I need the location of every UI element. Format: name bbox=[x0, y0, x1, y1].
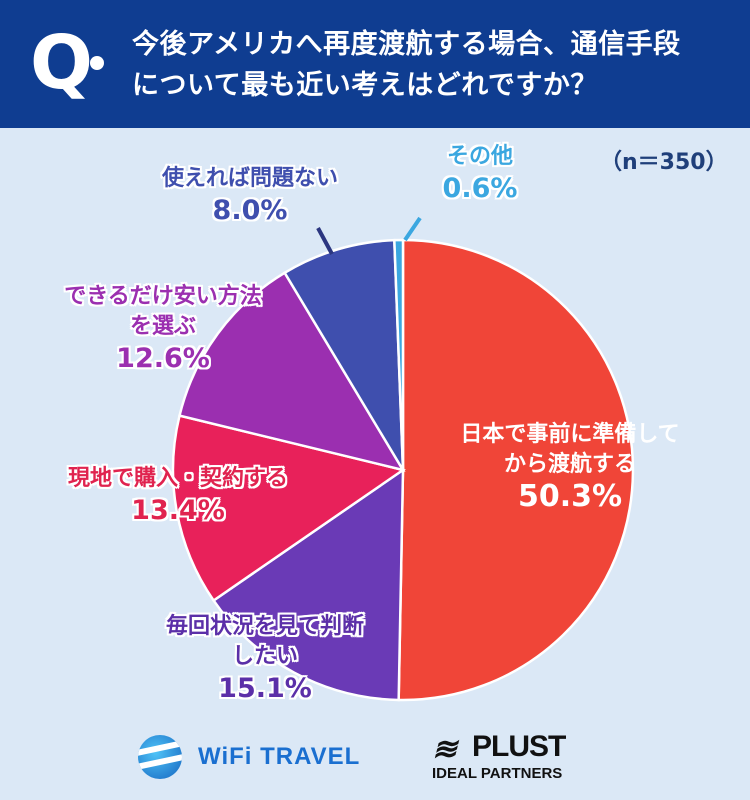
sample-size: （n＝350） bbox=[600, 150, 728, 175]
label-buy-pct: 13.4% bbox=[131, 495, 225, 526]
slice-prepare-in-japan bbox=[397, 238, 635, 702]
question-line-2: について最も近い考えはどれですか？ bbox=[132, 70, 598, 101]
label-no-problem: 使えれば問題ない 8.0% bbox=[130, 164, 370, 228]
wifi-travel-text: WiFi TRAVEL bbox=[198, 743, 361, 770]
plust-subtitle: IDEAL PARTNERS bbox=[432, 765, 563, 782]
slice-decide-each-time bbox=[211, 467, 405, 702]
label-other-line-1: その他 bbox=[446, 144, 513, 169]
label-cheapest-line-1: できるだけ安い方法 bbox=[64, 284, 262, 309]
slice-cheapest-method bbox=[178, 271, 406, 472]
label-prepare-line-1: 日本で事前に準備して bbox=[460, 422, 680, 447]
wifi-travel-logo: WiFi TRAVEL bbox=[138, 734, 360, 780]
label-prepare-pct: 50.3% bbox=[517, 479, 623, 514]
label-cheapest-method: できるだけ安い方法 を選ぶ 12.6% bbox=[18, 282, 308, 376]
globe-icon bbox=[138, 735, 182, 779]
label-decide-line-1: 毎回状況を見て判断 bbox=[165, 614, 364, 639]
plust-logo: ≋ PLUST IDEAL PARTNERS bbox=[432, 730, 602, 786]
label-prepare-line-2: から渡航する bbox=[503, 452, 636, 477]
slice-no-problem bbox=[282, 238, 405, 471]
label-cheapest-pct: 12.6% bbox=[116, 343, 210, 374]
pie-slices bbox=[171, 238, 635, 702]
question-text: 今後アメリカへ再度渡航する場合、通信手段 について最も近い考えはどれですか？ bbox=[132, 24, 732, 106]
label-no-problem-pct: 8.0% bbox=[212, 195, 288, 226]
slice-other bbox=[393, 238, 405, 471]
plust-mark-icon: ≋ bbox=[432, 733, 458, 766]
leader-line-no-problem bbox=[316, 227, 334, 255]
leader-line-other bbox=[403, 216, 422, 242]
label-decide-pct: 15.1% bbox=[218, 673, 312, 704]
q-mark: Q bbox=[30, 20, 93, 106]
slice-buy-locally bbox=[171, 414, 407, 603]
label-decide-line-2: したい bbox=[231, 644, 298, 669]
label-prepare-in-japan: 日本で事前に準備して から渡航する 50.3% bbox=[440, 420, 700, 514]
question-header: Q 今後アメリカへ再度渡航する場合、通信手段 について最も近い考えはどれですか？ bbox=[0, 0, 750, 128]
plust-name: PLUST bbox=[472, 730, 566, 763]
label-no-problem-line-1: 使えれば問題ない bbox=[161, 166, 338, 191]
label-buy-locally: 現地で購入・契約する 13.4% bbox=[28, 464, 328, 528]
label-other-pct: 0.6% bbox=[442, 173, 518, 204]
label-other: その他 0.6% bbox=[420, 142, 540, 206]
label-cheapest-line-2: を選ぶ bbox=[129, 314, 196, 339]
label-decide-each-time: 毎回状況を見て判断 したい 15.1% bbox=[120, 612, 410, 706]
question-line-1: 今後アメリカへ再度渡航する場合、通信手段 bbox=[132, 29, 681, 60]
q-dot bbox=[90, 56, 104, 70]
label-buy-line-1: 現地で購入・契約する bbox=[67, 466, 288, 491]
